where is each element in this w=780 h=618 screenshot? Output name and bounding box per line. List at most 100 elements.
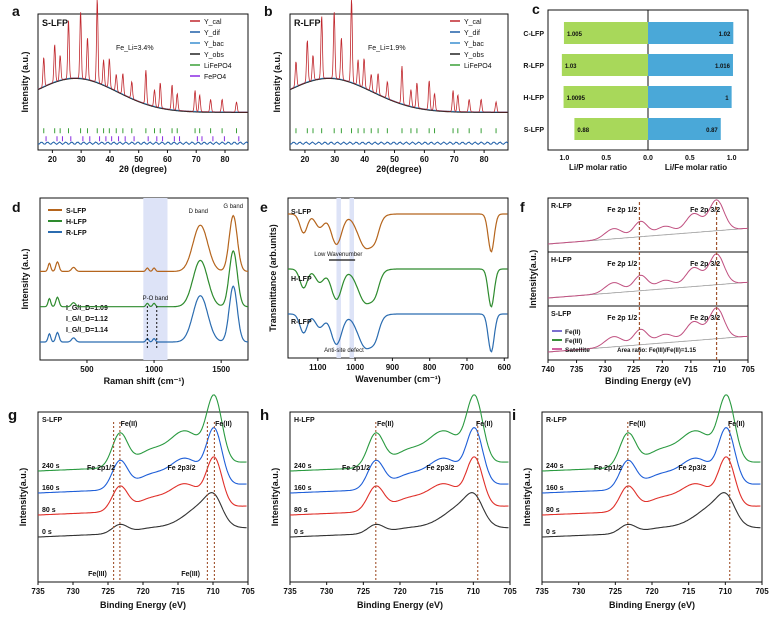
x-axis-tick-label: 70 bbox=[450, 155, 459, 164]
x-axis-label: Li/P molar ratio bbox=[569, 163, 627, 172]
series-label: R-LFP bbox=[291, 319, 312, 326]
inset-label: R-LFP bbox=[546, 417, 567, 424]
legend-label: R-LFP bbox=[66, 230, 87, 237]
category-label: H-LFP bbox=[523, 95, 544, 102]
highlight-band bbox=[336, 198, 341, 358]
bar-value-label: 1 bbox=[725, 96, 729, 102]
fit-envelope bbox=[547, 199, 749, 245]
annotation-low-wavenumber: Low Wavenumber bbox=[314, 252, 362, 258]
x-axis-tick-label: 725 bbox=[627, 365, 641, 374]
peak-label: Fe 2p 1/2 bbox=[607, 207, 637, 214]
bar-value-label: 1.016 bbox=[715, 64, 731, 70]
fe-ii-label: Fe(II) bbox=[728, 421, 745, 428]
x-axis-tick-label: 730 bbox=[598, 365, 612, 374]
x-axis-tick-label: 715 bbox=[171, 587, 185, 596]
x-axis-label: Wavenumber (cm⁻¹) bbox=[355, 374, 440, 384]
observed-pattern bbox=[289, 78, 508, 113]
panel-letter: i bbox=[512, 407, 516, 424]
x-axis-label: Binding Energy (eV) bbox=[609, 600, 695, 610]
legend-label: H-LFP bbox=[66, 219, 87, 226]
x-axis-tick-label: 60 bbox=[163, 155, 172, 164]
ratio-label: I_G/I_D=1.09 bbox=[66, 305, 108, 312]
x-axis-tick-label: 710 bbox=[206, 587, 220, 596]
area-ratio-label: Area ratio: Fe(III)/Fe(II)=1.15 bbox=[617, 348, 697, 354]
plot-frame bbox=[37, 13, 249, 151]
depth-profile-line bbox=[541, 456, 761, 516]
x-axis-tick-label: 30 bbox=[330, 155, 339, 164]
bar-li-fe bbox=[648, 86, 732, 108]
x-axis-tick-label: 50 bbox=[390, 155, 399, 164]
y-axis-label: Intensity (a.u.) bbox=[20, 51, 30, 112]
series-label: 240 s bbox=[42, 463, 60, 470]
plot-frame bbox=[287, 197, 509, 359]
depth-profile-line bbox=[37, 492, 247, 538]
panel-letter: g bbox=[8, 407, 17, 424]
series-label: 0 s bbox=[546, 529, 556, 536]
calculated-pattern bbox=[289, 0, 508, 113]
x-axis-tick-label: 725 bbox=[357, 587, 371, 596]
x-axis-tick-label: 40 bbox=[105, 155, 114, 164]
fit-envelope bbox=[547, 253, 749, 299]
x-axis-tick-label: 1000 bbox=[346, 363, 364, 372]
x-axis-tick-label: 705 bbox=[755, 587, 769, 596]
plot-frame bbox=[289, 13, 509, 151]
raman-line bbox=[40, 214, 249, 272]
x-tick-label: 0.0 bbox=[643, 155, 653, 162]
annotation: Fe_Li=3.4% bbox=[116, 45, 154, 52]
x-axis-tick-label: 735 bbox=[31, 587, 45, 596]
panel-letter: a bbox=[12, 3, 20, 19]
inset-label: S-LFP bbox=[42, 417, 63, 424]
background-curve bbox=[289, 77, 508, 113]
ratio-label: I_G/I_D=1.12 bbox=[66, 316, 108, 323]
series-label: 160 s bbox=[546, 485, 564, 492]
calculated-pattern bbox=[37, 0, 248, 113]
x-axis-tick-label: 730 bbox=[66, 587, 80, 596]
x-axis-tick-label: 715 bbox=[682, 587, 696, 596]
y-axis-label: Intensity(a.u.) bbox=[18, 468, 28, 527]
x-axis-tick-label: 70 bbox=[192, 155, 201, 164]
x-axis-tick-label: 1100 bbox=[309, 363, 327, 372]
plot-frame bbox=[547, 197, 749, 361]
x-axis-tick-label: 80 bbox=[480, 155, 489, 164]
bar-value-label: 1.02 bbox=[719, 32, 731, 38]
panel-letter: c bbox=[532, 1, 540, 17]
bar-li-p bbox=[563, 86, 648, 108]
annotation-anti-site-defect: Anti-site defect bbox=[324, 348, 364, 354]
category-label: R-LFP bbox=[523, 63, 544, 70]
x-axis-tick-label: 730 bbox=[320, 587, 334, 596]
highlight-band bbox=[349, 198, 354, 358]
x-axis-tick-label: 30 bbox=[77, 155, 86, 164]
x-axis-tick-label: 725 bbox=[101, 587, 115, 596]
peak-label: Fe 2p1/2 bbox=[342, 465, 370, 472]
x-axis-tick-label: 725 bbox=[609, 587, 623, 596]
peak-label: Fe 2p 1/2 bbox=[607, 315, 637, 322]
x-axis-tick-label: 20 bbox=[48, 155, 57, 164]
x-axis-tick-label: 735 bbox=[570, 365, 584, 374]
legend-label: S-LFP bbox=[66, 208, 87, 215]
ratio-label: I_G/I_D=1.14 bbox=[66, 327, 108, 334]
legend-label: Fe(II) bbox=[565, 329, 581, 336]
panel-letter: b bbox=[264, 3, 273, 19]
fe-ii-label: Fe(II) bbox=[377, 421, 394, 428]
depth-profile-line bbox=[37, 456, 247, 516]
raman-line bbox=[40, 249, 248, 308]
fe-ii-label: Fe(II) bbox=[476, 421, 493, 428]
legend-label: Satellite bbox=[565, 347, 590, 354]
y-axis-label: Intensity(a.u.) bbox=[528, 250, 538, 309]
x-axis-tick-label: 40 bbox=[360, 155, 369, 164]
bar-li-fe bbox=[648, 54, 733, 76]
x-axis-label: Binding Energy (eV) bbox=[357, 600, 443, 610]
x-axis-tick-label: 50 bbox=[134, 155, 143, 164]
x-axis-label: Binding Energy (eV) bbox=[100, 600, 186, 610]
difference-curve bbox=[289, 141, 509, 146]
subpanel-label: H-LFP bbox=[551, 257, 572, 264]
series-label: S-LFP bbox=[291, 209, 312, 216]
x-tick-label: 0.5 bbox=[601, 155, 611, 162]
legend-label: Y_dif bbox=[464, 30, 480, 37]
x-axis-tick-label: 600 bbox=[498, 363, 512, 372]
difference-curve bbox=[37, 141, 249, 146]
legend-label: Y_obs bbox=[464, 52, 484, 59]
x-axis-tick-label: 500 bbox=[80, 365, 94, 374]
x-axis-tick-label: 710 bbox=[713, 365, 727, 374]
series-label: 0 s bbox=[294, 529, 304, 536]
